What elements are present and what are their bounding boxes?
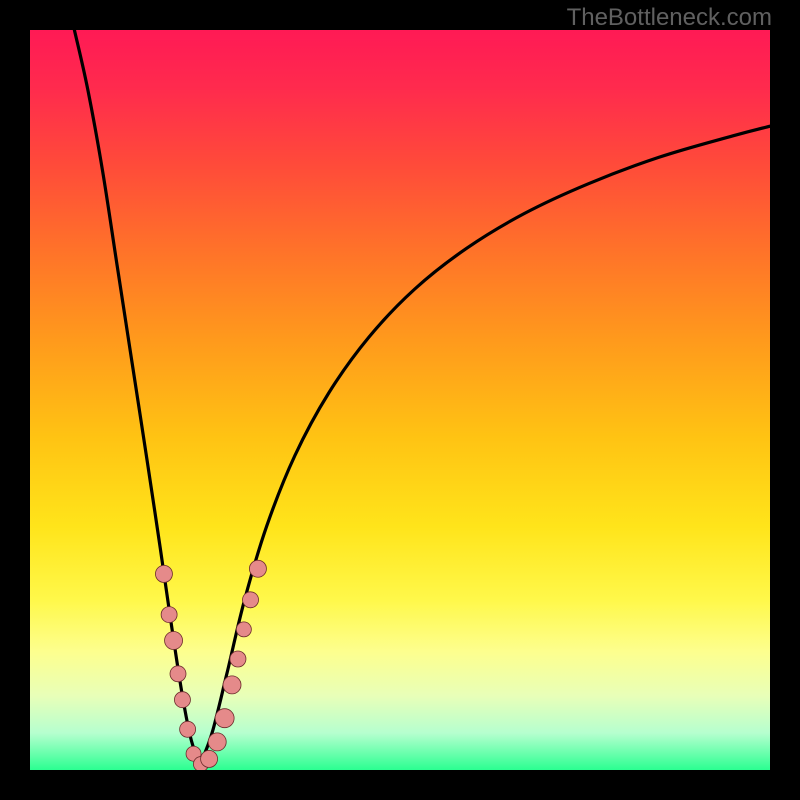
valley-dot	[236, 622, 251, 637]
valley-dot	[161, 607, 177, 623]
left-arm-curve	[74, 30, 200, 764]
valley-dot	[180, 721, 196, 737]
valley-dot	[208, 733, 226, 751]
valley-dot	[249, 560, 266, 577]
curve-overlay	[30, 30, 770, 770]
valley-dot	[170, 666, 186, 682]
valley-dot	[201, 750, 218, 767]
valley-dot	[155, 565, 172, 582]
valley-dot	[223, 676, 241, 694]
valley-dot	[215, 709, 234, 728]
chart-frame: TheBottleneck.com	[0, 0, 800, 800]
valley-dot	[174, 692, 190, 708]
valley-dot	[165, 632, 183, 650]
right-arm-curve	[200, 126, 770, 764]
plot-area	[30, 30, 770, 770]
valley-dot	[230, 651, 246, 667]
valley-dot	[243, 592, 259, 608]
watermark-text: TheBottleneck.com	[567, 4, 772, 32]
